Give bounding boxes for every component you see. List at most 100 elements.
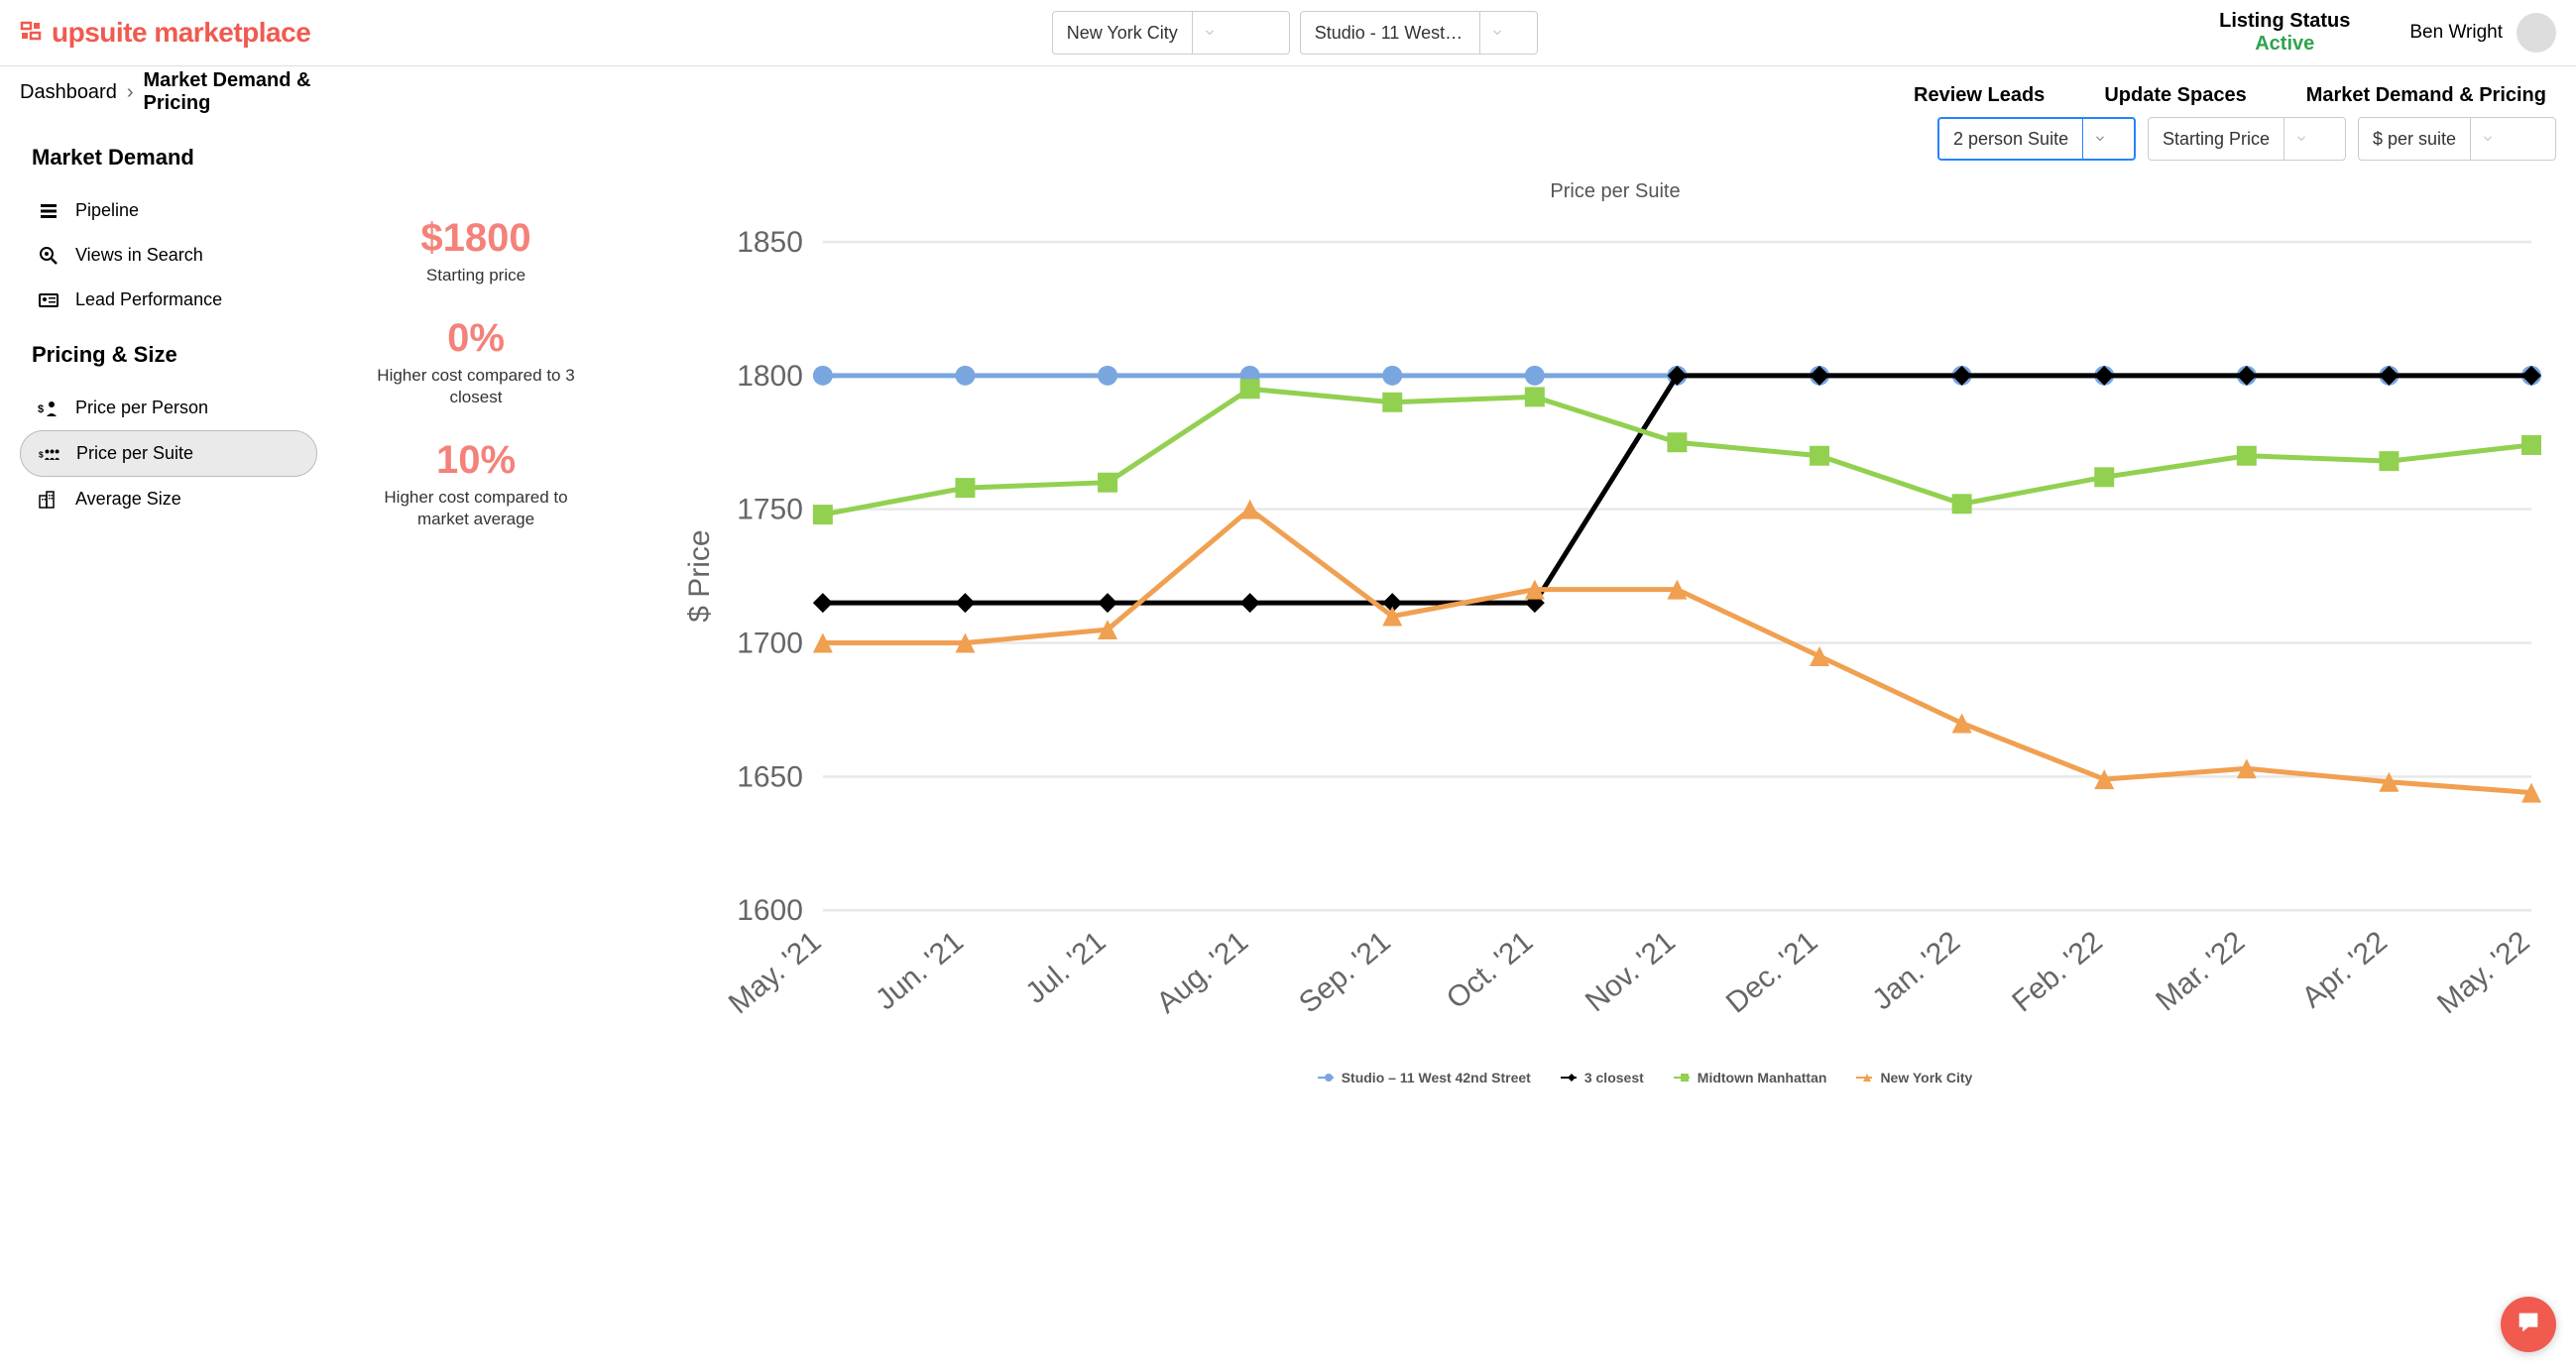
chat-icon [2515,1309,2542,1341]
sidebar-item-pipeline[interactable]: Pipeline [20,188,317,233]
stat-vs-market: 10% Higher cost compared to market avera… [362,438,590,530]
legend-label: 3 closest [1584,1070,1644,1086]
header: upsuite marketplace New York City Studio… [0,0,2576,66]
stats-column: $1800 Starting price 0% Higher cost comp… [317,107,635,1086]
listing-status: Listing Status Active [2219,10,2350,56]
stat-label: Higher cost compared to market average [362,487,590,530]
subnav-market-demand[interactable]: Market Demand & Pricing [2306,84,2546,107]
stat-value: 0% [362,316,590,361]
svg-text:1700: 1700 [737,628,803,660]
stat-label: Starting price [420,265,530,286]
chevron-down-icon [1192,12,1227,54]
stat-vs-closest: 0% Higher cost compared to 3 closest [362,316,590,408]
svg-text:1800: 1800 [737,360,803,393]
legend-marker-icon [1856,1074,1872,1082]
svg-text:Feb. '22: Feb. '22 [2006,925,2108,1018]
sidebar-item-label: Lead Performance [75,289,222,310]
sidebar-item-label: Price per Person [75,398,208,418]
sidebar-item-price-suite[interactable]: $ Price per Suite [20,430,317,477]
unit-select[interactable]: $ per suite [2358,117,2556,161]
breadcrumb-current: Market Demand & Pricing [144,69,317,115]
sidebar-item-lead-performance[interactable]: Lead Performance [20,278,317,322]
user-menu[interactable]: Ben Wright [2409,13,2556,53]
listing-status-label: Listing Status [2219,10,2350,33]
chevron-down-icon [1479,12,1514,54]
sidebar-item-label: Pipeline [75,200,139,221]
svg-text:1750: 1750 [737,494,803,526]
chart-legend: Studio – 11 West 42nd Street 3 closest Mid… [674,1070,2556,1086]
legend-label: Midtown Manhattan [1698,1070,1827,1086]
svg-text:$: $ [38,403,44,415]
legend-item[interactable]: Studio – 11 West 42nd Street [1318,1070,1531,1086]
subnav-update-spaces[interactable]: Update Spaces [2104,84,2246,107]
svg-text:$: $ [39,449,44,459]
sidebar: Market Demand Pipeline Views in Search L… [20,145,317,521]
chevron-right-icon: › [127,81,134,104]
svg-text:Dec. '21: Dec. '21 [1720,925,1824,1019]
svg-text:1600: 1600 [737,894,803,927]
svg-text:1650: 1650 [737,760,803,793]
legend-label: Studio – 11 West 42nd Street [1342,1070,1531,1086]
breadcrumb: Dashboard › Market Demand & Pricing [20,69,317,115]
logo[interactable]: upsuite marketplace [20,17,310,49]
legend-item[interactable]: 3 closest [1561,1070,1644,1086]
subnav: Review Leads Update Spaces Market Demand… [0,66,2576,107]
sidebar-item-label: Price per Suite [76,443,193,464]
stat-label: Higher cost compared to 3 closest [362,365,590,408]
price-person-icon: $ [38,399,59,418]
sidebar-item-price-person[interactable]: $ Price per Person [20,386,317,430]
legend-label: New York City [1880,1070,1972,1086]
city-select-value: New York City [1053,23,1192,44]
svg-text:1850: 1850 [737,226,803,259]
price-suite-icon: $ [39,444,60,464]
chart-filters: 2 person Suite Starting Price $ per suit… [674,117,2556,161]
svg-text:Jan. '22: Jan. '22 [1866,925,1966,1016]
id-card-icon [38,290,59,310]
city-select[interactable]: New York City [1052,11,1290,55]
chart-svg: 1600 1650 1700 1750 1800 1850 $ Price May. '21 J… [674,217,2556,1059]
sidebar-item-average-size[interactable]: Average Size [20,477,317,521]
svg-text:$ Price: $ Price [683,529,716,622]
sidebar-item-label: Average Size [75,489,181,510]
stat-value: 10% [362,438,590,483]
chart-title: Price per Suite [674,180,2556,203]
price-chart: 1600 1650 1700 1750 1800 1850 $ Price May. '21 J… [674,217,2556,1064]
svg-text:Jul. '21: Jul. '21 [1019,925,1112,1010]
search-eye-icon [38,246,59,266]
breadcrumb-root[interactable]: Dashboard [20,81,117,104]
chat-button[interactable] [2501,1297,2556,1352]
unit-value: $ per suite [2359,129,2470,150]
svg-text:Sep. '21: Sep. '21 [1293,925,1397,1019]
chevron-down-icon [2082,119,2117,159]
suite-type-select[interactable]: 2 person Suite [1937,117,2136,161]
stat-starting-price: $1800 Starting price [420,216,530,286]
price-type-value: Starting Price [2149,129,2283,150]
stat-value: $1800 [420,216,530,261]
sidebar-item-views[interactable]: Views in Search [20,233,317,278]
location-select[interactable]: Studio - 11 West 42n... [1300,11,1538,55]
suite-type-value: 2 person Suite [1939,129,2082,150]
location-select-value: Studio - 11 West 42n... [1301,23,1479,44]
sidebar-item-label: Views in Search [75,245,203,266]
svg-text:Mar. '22: Mar. '22 [2150,925,2251,1017]
price-type-select[interactable]: Starting Price [2148,117,2346,161]
sidebar-section-market-demand: Market Demand [32,145,317,171]
svg-text:Apr. '22: Apr. '22 [2296,925,2394,1014]
svg-text:May. '22: May. '22 [2431,925,2536,1020]
user-name: Ben Wright [2409,22,2503,44]
svg-text:May. '21: May. '21 [723,925,828,1020]
subnav-review-leads[interactable]: Review Leads [1914,84,2045,107]
legend-marker-icon [1561,1074,1577,1082]
svg-text:Oct. '21: Oct. '21 [1441,925,1540,1015]
sidebar-section-pricing: Pricing & Size [32,342,317,368]
building-icon [38,490,59,510]
pipeline-icon [38,201,59,221]
legend-marker-icon [1318,1074,1334,1082]
legend-item[interactable]: Midtown Manhattan [1674,1070,1827,1086]
chevron-down-icon [2283,118,2318,160]
listing-status-value: Active [2255,33,2314,56]
legend-item[interactable]: New York City [1856,1070,1972,1086]
svg-text:Nov. '21: Nov. '21 [1580,925,1682,1018]
legend-marker-icon [1674,1074,1690,1082]
avatar [2517,13,2556,53]
